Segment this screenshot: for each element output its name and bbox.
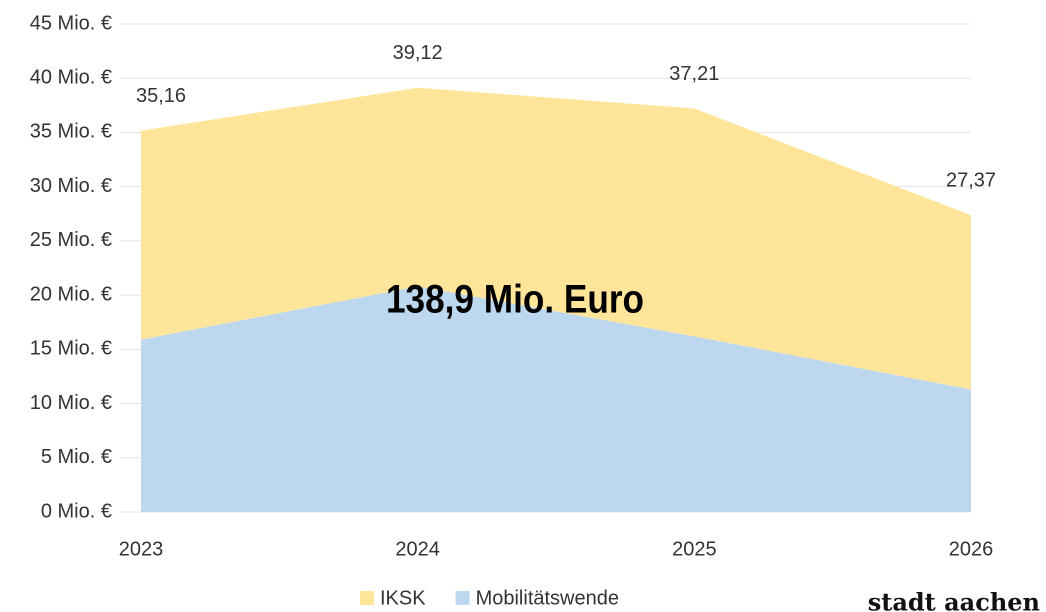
y-tick-label: 40 Mio. €: [30, 67, 112, 89]
data-label: 35,16: [136, 85, 186, 107]
data-label: 39,12: [393, 42, 443, 64]
y-tick-label: 30 Mio. €: [30, 175, 112, 197]
logo: stadt aachen: [868, 588, 1040, 612]
y-tick-label: 45 Mio. €: [30, 12, 112, 34]
y-tick-label: 15 Mio. €: [30, 338, 112, 360]
y-tick-label: 10 Mio. €: [30, 392, 112, 414]
y-tick-label: 0 Mio. €: [41, 500, 112, 522]
data-label: 27,37: [946, 169, 996, 191]
y-tick-label: 5 Mio. €: [41, 446, 112, 468]
y-tick-label: 25 Mio. €: [30, 229, 112, 251]
x-tick-label: 2024: [395, 538, 440, 560]
x-tick-label: 2026: [949, 538, 994, 560]
x-tick-label: 2023: [119, 538, 164, 560]
annotation: 138,9 Mio. Euro: [386, 276, 644, 321]
legend-swatch: [360, 591, 374, 605]
y-tick-label: 20 Mio. €: [30, 283, 112, 305]
data-label: 37,21: [669, 63, 719, 85]
legend-label: Mobilitätswende: [476, 587, 619, 609]
legend-swatch: [455, 591, 470, 605]
y-tick-label: 35 Mio. €: [30, 121, 112, 143]
area: [141, 87, 971, 390]
x-tick-label: 2025: [672, 538, 717, 560]
area: [141, 286, 971, 512]
legend-label: IKSK: [380, 587, 426, 609]
